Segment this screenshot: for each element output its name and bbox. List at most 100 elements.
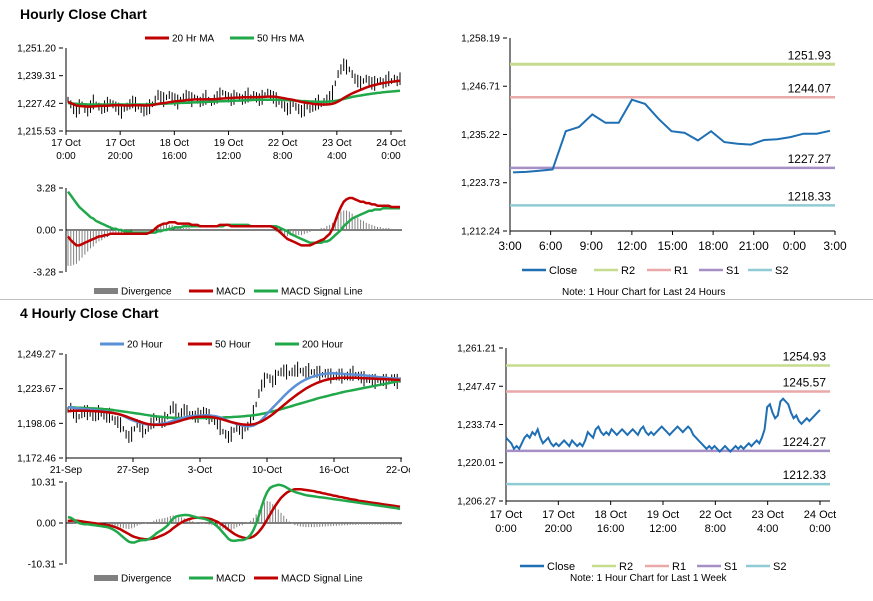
pivot-xtick: 18:00 [698, 239, 728, 253]
hourly-ma-xtick-time: 16:00 [162, 151, 187, 162]
pivot-legend-r2-label: R2 [619, 561, 633, 573]
legend-20-hour-label: 20 Hour [127, 340, 163, 351]
hourly-macd-chart: 3.28 0.00 -3.28 Divergence MACD MACD Signal L… [33, 184, 402, 297]
hourly-ma-xtick-time: 0:00 [56, 151, 76, 162]
macd-line [66, 196, 400, 247]
four-hourly-ma-xtick: 22-Oct [386, 465, 410, 476]
pivot-xtick-time: 16:00 [597, 523, 625, 535]
legend-50-hour-label: 50 Hour [215, 340, 251, 351]
pivot-legend-s2-label: S2 [775, 265, 788, 277]
pivot-xtick-time: 0:00 [495, 523, 516, 535]
four-hourly-macd-chart: 10.31 0.00 -10.31 Divergence MACD MACD Signal… [28, 478, 402, 585]
macd-4-ytick: 10.31 [31, 478, 56, 489]
legend-macd-signal-label: MACD Signal Line [281, 574, 363, 585]
hourly-ma-ytick: 1,227.42 [17, 99, 56, 110]
pivot-5-ytick: 1,233.74 [457, 420, 496, 431]
four-hourly-pivot-chart: 1,261.21 1,247.47 1,233.74 1,220.01 1,206.27… [457, 344, 836, 574]
hourly-pivot-chart: 1,258.19 1,246.71 1,235.22 1,223.73 1,212.24… [461, 34, 847, 278]
pivot-xtick: 12:00 [617, 239, 647, 253]
hourly-ma-xtick-date: 17 Oct [51, 138, 81, 149]
legend-200-hour-label: 200 Hour [302, 340, 344, 351]
hourly-ma-xtick-date: 22 Oct [268, 138, 298, 149]
four-hourly-ma-xtick: 27-Sep [117, 465, 150, 476]
macd-1-ytick: -3.28 [33, 268, 56, 279]
legend-divergence-label: Divergence [121, 287, 172, 297]
four-hourly-section-title: 4 Hourly Close Chart [20, 305, 159, 321]
pivot-legend-s1-label: S1 [726, 265, 739, 277]
legend-50hrs-ma-label: 50 Hrs MA [257, 34, 305, 45]
pivot-xtick: 15:00 [657, 239, 687, 253]
four-hourly-ma-xtick: 10-Oct [252, 465, 282, 476]
four-hourly-ma-ytick: 1,249.27 [17, 350, 56, 361]
pivot-2-ytick: 1,223.73 [461, 178, 500, 189]
hourly-ma-xtick-date: 19 Oct [214, 138, 244, 149]
macd-4-ytick: -10.31 [28, 560, 57, 571]
pivot-legend-close-label: Close [549, 265, 577, 277]
section-divider [0, 299, 873, 300]
pivot-level-label: 1218.33 [788, 189, 832, 203]
close-line [505, 397, 821, 454]
pivot-5-ytick: 1,220.01 [457, 458, 496, 469]
macd-1-ytick: 3.28 [37, 184, 57, 195]
legend-divergence-label: Divergence [121, 574, 172, 585]
hourly-ma-xtick-time: 12:00 [216, 151, 241, 162]
pivot-2-ytick: 1,212.24 [461, 227, 500, 238]
hourly-ma-xtick-time: 0:00 [381, 151, 401, 162]
pivot-level-label: 1224.27 [783, 435, 827, 449]
legend-divergence-swatch [94, 575, 118, 581]
pivot-xtick-date: 24 Oct [804, 509, 836, 521]
four-hourly-ma-chart: 20 Hour 50 Hour 200 Hour 1,249.27 1,223.67 1,… [17, 340, 410, 477]
four-hourly-ma-xtick: 21-Sep [50, 465, 83, 476]
four-hourly-pivot-note: Note: 1 Hour Chart for Last 1 Week [570, 573, 727, 584]
pivot-xtick-time: 0:00 [809, 523, 830, 535]
pivot-legend-r1-label: R1 [672, 561, 686, 573]
hourly-pivot-note: Note: 1 Hour Chart for Last 24 Hours [562, 287, 726, 298]
pivot-level-label: 1227.27 [788, 152, 832, 166]
pivot-2-ytick: 1,235.22 [461, 130, 500, 141]
hourly-ma-ytick: 1,239.31 [17, 71, 56, 82]
pivot-xtick: 6:00 [539, 239, 563, 253]
pivot-xtick-date: 18 Oct [594, 509, 626, 521]
pivot-legend-r2-label: R2 [621, 265, 635, 277]
pivot-xtick-date: 17 Oct [490, 509, 522, 521]
pivot-xtick-time: 12:00 [649, 523, 677, 535]
ma200-line [67, 379, 401, 420]
pivot-xtick-date: 19 Oct [647, 509, 679, 521]
hourly-ma-xtick-time: 8:00 [273, 151, 293, 162]
macd-4-ytick: 0.00 [37, 519, 57, 530]
pivot-xtick: 3:00 [498, 239, 522, 253]
pivot-legend-r1-label: R1 [674, 265, 688, 277]
legend-macd-signal-label: MACD Signal Line [281, 287, 363, 297]
hourly-ma-ytick: 1,251.20 [17, 44, 56, 55]
pivot-5-ytick: 1,206.27 [457, 497, 496, 508]
ma50-hour-line [67, 376, 401, 427]
pivot-xtick-time: 20:00 [545, 523, 573, 535]
four-hourly-ma-xtick: 16-Oct [319, 465, 349, 476]
macd-line [67, 483, 401, 544]
pivot-xtick: 21:00 [739, 239, 769, 253]
close-line [512, 98, 831, 174]
pivot-xtick-date: 22 Oct [699, 509, 731, 521]
macd-signal-line [66, 190, 400, 245]
pivot-xtick-time: 8:00 [705, 523, 726, 535]
pivot-xtick: 0:00 [783, 239, 807, 253]
pivot-legend-close-label: Close [547, 561, 575, 573]
pivot-2-ytick: 1,246.71 [461, 82, 500, 93]
legend-20hr-ma-label: 20 Hr MA [172, 34, 215, 45]
hourly-ma-xtick-date: 23 Oct [322, 138, 352, 149]
hourly-ma-xtick-date: 17 Oct [105, 138, 135, 149]
hourly-ma-ytick: 1,215.53 [17, 127, 56, 138]
pivot-5-ytick: 1,261.21 [457, 344, 496, 355]
pivot-level-label: 1251.93 [788, 48, 832, 62]
pivot-legend-s1-label: S1 [724, 561, 737, 573]
pivot-xtick: 9:00 [580, 239, 604, 253]
ma20-line [67, 79, 401, 108]
four-hourly-ma-ytick: 1,223.67 [17, 384, 56, 395]
pivot-xtick-date: 23 Oct [751, 509, 783, 521]
hourly-ma-xtick-time: 4:00 [327, 151, 347, 162]
pivot-legend-s2-label: S2 [773, 561, 786, 573]
pivot-5-ytick: 1,247.47 [457, 382, 496, 393]
macd-1-ytick: 0.00 [37, 226, 57, 237]
hourly-ma-chart: 20 Hr MA 50 Hrs MA 1,251.20 1,239.31 1,227.4… [17, 34, 406, 163]
pivot-level-label: 1245.57 [783, 376, 827, 390]
